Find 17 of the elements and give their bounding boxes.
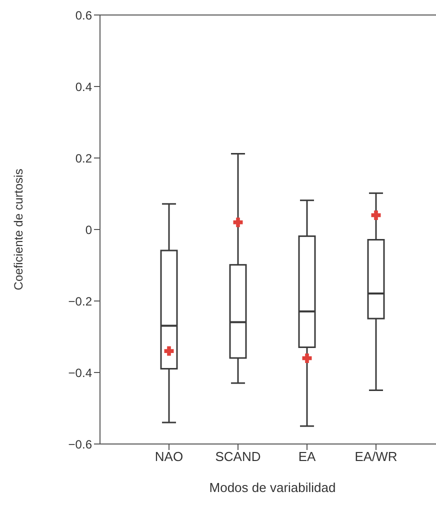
point (371, 210, 381, 220)
point (164, 346, 174, 356)
x-tick-label: NAO (154, 449, 184, 464)
y-tick-label: 0.4 (75, 80, 92, 94)
y-tick-label: 0 (85, 222, 92, 237)
x-tick-label: EA (298, 449, 316, 464)
y-tick-label: −0.2 (68, 294, 92, 308)
y-tick-label: 0.6 (75, 8, 92, 22)
x-tick-label: EA/WR (354, 449, 398, 464)
y-axis-title: Coeficiente de curtosis (11, 168, 26, 290)
y-tick-label: −0.6 (68, 437, 92, 452)
y-tick-label: 0.2 (75, 151, 92, 166)
y-tick-label: −0.4 (68, 366, 92, 380)
x-tick-label: SCAND (215, 449, 261, 464)
x-axis-title: Modos de variabilidad (209, 480, 336, 495)
point (302, 353, 312, 363)
point (233, 218, 243, 228)
